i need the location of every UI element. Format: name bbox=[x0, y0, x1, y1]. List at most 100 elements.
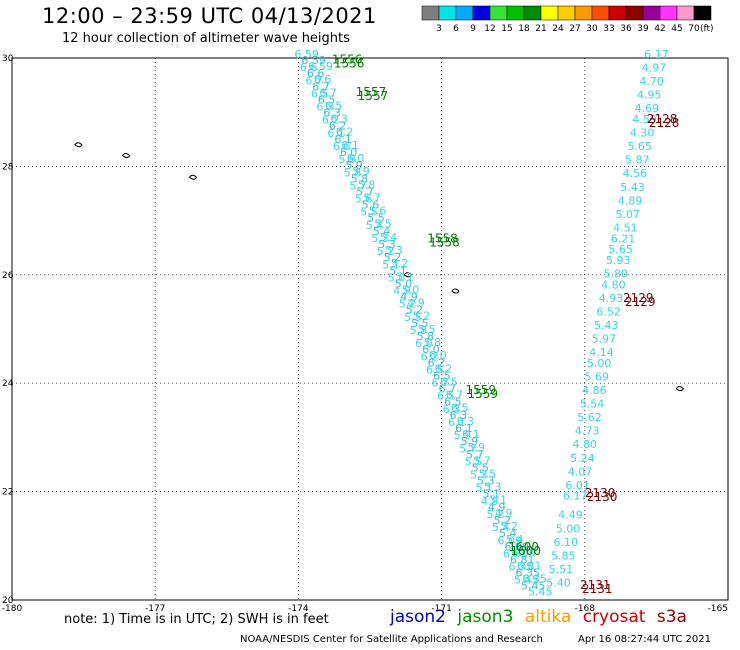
colorbar-swatch bbox=[642, 5, 661, 21]
east-track-value: 6.10 bbox=[553, 536, 578, 549]
west-track-value: 6.5 bbox=[433, 369, 451, 382]
west-track-value: 5.1 bbox=[476, 482, 494, 495]
west-track-value: 6.3 bbox=[457, 415, 475, 428]
west-track-value: 6.7 bbox=[446, 389, 464, 402]
x-tick-label: -180 bbox=[2, 604, 23, 614]
colorbar-label: 6 bbox=[453, 24, 459, 34]
west-track-value: 5.2 bbox=[406, 304, 424, 317]
west-track-value: 6.5 bbox=[440, 375, 458, 388]
note-text: note: 1) Time is in UTC; 2) SWH is in fe… bbox=[64, 612, 329, 627]
west-track-value: 4.9 bbox=[488, 501, 506, 514]
colorbar-swatch bbox=[574, 5, 593, 21]
colorbar-swatch bbox=[438, 5, 457, 21]
west-track-value: 5.2 bbox=[413, 310, 431, 323]
colorbar-swatch bbox=[591, 5, 610, 21]
east-track-value: 4.14 bbox=[589, 346, 614, 359]
west-track-value: 4.9 bbox=[393, 285, 411, 298]
west-track-value: 5.5 bbox=[418, 323, 436, 336]
colorbar-label: 9 bbox=[470, 24, 476, 34]
west-track-value: 6.2 bbox=[421, 350, 439, 363]
colorbar-swatch bbox=[676, 5, 695, 21]
pass-label: 1556 bbox=[332, 52, 363, 66]
west-track-value: 6.7 bbox=[439, 383, 457, 396]
plot-border bbox=[11, 57, 729, 601]
west-track-value: 6.2 bbox=[336, 126, 354, 139]
island-outline bbox=[451, 288, 460, 294]
east-track-value: 4.80 bbox=[601, 278, 626, 291]
colorbar-label: 24 bbox=[552, 24, 564, 34]
pass-label: 1558 bbox=[427, 231, 458, 245]
colorbar-label: 15 bbox=[501, 24, 512, 34]
east-track-value: 5.65 bbox=[627, 140, 652, 153]
west-track-value: 6.7 bbox=[319, 86, 337, 99]
pass-label: 1559 bbox=[465, 383, 496, 397]
east-track-value: 4.95 bbox=[637, 89, 662, 102]
west-track-value: 6.5 bbox=[311, 87, 329, 100]
west-track-value: 6.35 bbox=[515, 567, 540, 580]
y-tick-label: 20 bbox=[2, 596, 14, 606]
west-track-value: 6.09 bbox=[498, 534, 523, 547]
chart-title: 12:00 – 23:59 UTC 04/13/2021 bbox=[42, 4, 377, 28]
island-outline bbox=[403, 272, 412, 278]
east-track-value: 4.69 bbox=[635, 102, 660, 115]
west-track-value: 5.3 bbox=[378, 238, 396, 251]
west-track-value: 5.5 bbox=[367, 212, 385, 225]
west-track-value: 5.45 bbox=[528, 586, 553, 599]
pass-label: 2128 bbox=[647, 112, 678, 126]
west-track-value: 6.81 bbox=[517, 559, 542, 572]
legend-jason2: jason2 bbox=[390, 607, 446, 627]
west-track-value: 5.9 bbox=[461, 435, 479, 448]
west-track-value: 6.1 bbox=[448, 416, 466, 429]
west-track-value: 5.7 bbox=[466, 448, 484, 461]
east-track-value: 6.21 bbox=[611, 232, 636, 245]
west-track-value: 5.5 bbox=[465, 455, 483, 468]
west-track-value: 6.1 bbox=[462, 428, 480, 441]
west-track-value: 4.9 bbox=[495, 507, 513, 520]
pass-label: 2131 bbox=[582, 582, 613, 596]
chart-subtitle: 12 hour collection of altimeter wave hei… bbox=[62, 31, 350, 46]
west-track-value: 5.5 bbox=[479, 467, 497, 480]
colorbar-swatch bbox=[421, 5, 440, 21]
west-track-value: 5.6 bbox=[362, 199, 380, 212]
colorbar-label: 39 bbox=[637, 24, 649, 34]
x-tick-label: -177 bbox=[145, 604, 165, 614]
east-track-value: 5.62 bbox=[577, 411, 602, 424]
east-track-value: 5.97 bbox=[592, 333, 617, 346]
satellite-legend: jason2 jason3 altika cryosat s3a bbox=[390, 607, 693, 627]
west-track-value: 6.81 bbox=[503, 547, 527, 560]
west-track-value: 5.5 bbox=[411, 317, 429, 330]
colorbar-swatch bbox=[489, 5, 508, 21]
colorbar-label: 3 bbox=[436, 24, 442, 34]
colorbar-swatch bbox=[659, 5, 678, 21]
west-track-value: 6.3 bbox=[323, 107, 341, 120]
west-track-value: 5.2 bbox=[384, 251, 402, 264]
west-track-value: 6.59 bbox=[308, 60, 333, 73]
west-track-value: 6.0 bbox=[415, 337, 433, 350]
east-track-value: 5.00 bbox=[587, 357, 612, 370]
east-track-value: 5.51 bbox=[549, 563, 574, 576]
y-tick-label: 22 bbox=[2, 488, 13, 498]
west-track-value: 4.9 bbox=[407, 297, 425, 310]
pass-label: 2129 bbox=[623, 291, 654, 305]
colorbar-label: 27 bbox=[569, 24, 580, 34]
west-track-value: 6.3 bbox=[443, 403, 461, 416]
colorbar-label: 30 bbox=[586, 24, 598, 34]
west-track-value: 6.2 bbox=[322, 114, 340, 127]
pass-label: 2128 bbox=[649, 116, 680, 130]
west-track-value: 5.45 bbox=[514, 574, 539, 587]
pass-label: 2130 bbox=[587, 490, 618, 504]
west-track-value: 5.1 bbox=[490, 494, 508, 507]
legend-jason3: jason3 bbox=[457, 607, 514, 627]
west-track-value: 5.5 bbox=[374, 218, 392, 231]
west-track-value: 6.2 bbox=[428, 356, 446, 369]
west-track-value: 6.0 bbox=[347, 152, 365, 165]
west-track-value: 5.6 bbox=[369, 205, 387, 218]
west-track-value: 5.2 bbox=[377, 245, 395, 258]
west-track-value: 6.1 bbox=[327, 127, 345, 140]
east-track-value: 5.85 bbox=[551, 549, 576, 562]
west-track-value: 6.3 bbox=[316, 101, 334, 114]
west-track-value: 6.7 bbox=[312, 80, 330, 93]
west-track-value: 5.0 bbox=[402, 283, 420, 296]
west-track-value: 5.7 bbox=[459, 442, 477, 455]
east-track-value: 5.65 bbox=[608, 243, 633, 256]
